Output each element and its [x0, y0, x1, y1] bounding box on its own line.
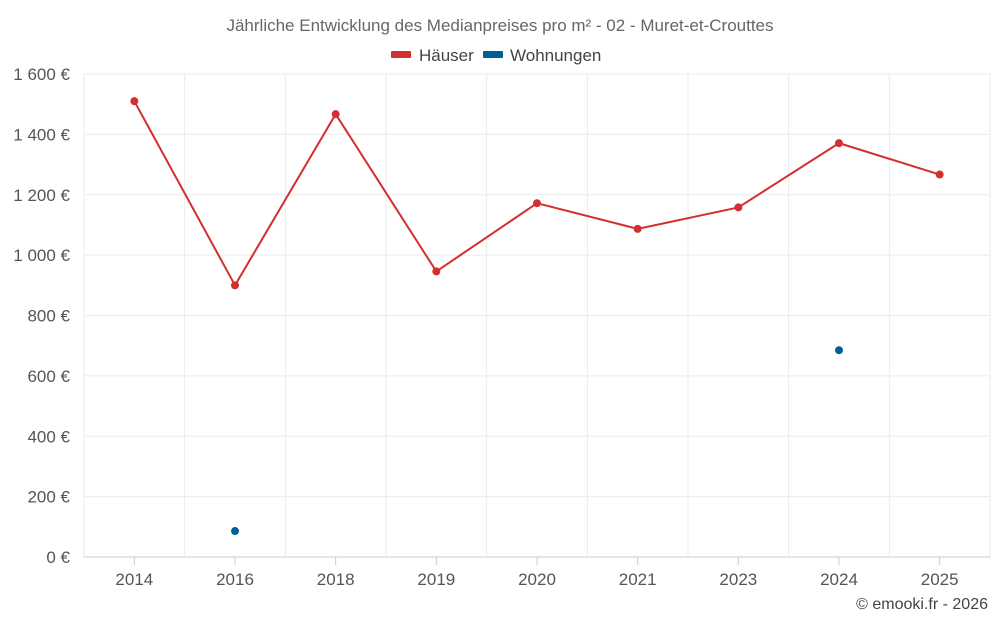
data-point-haeuser[interactable] — [633, 224, 642, 233]
legend-swatch-haeuser — [391, 51, 411, 58]
x-tick-label: 2023 — [719, 570, 757, 589]
gridlines — [83, 73, 991, 558]
y-tick-label: 800 € — [27, 307, 70, 326]
series-line-haeuser — [133, 100, 940, 287]
x-tick-label: 2018 — [317, 570, 355, 589]
x-tick-label: 2016 — [216, 570, 254, 589]
data-point-haeuser[interactable] — [935, 170, 944, 179]
legend-label-haeuser: Häuser — [419, 46, 474, 65]
x-tick-label: 2014 — [115, 570, 153, 589]
series-haeuser — [130, 97, 944, 290]
y-tick-label: 1 000 € — [13, 246, 70, 265]
x-tick-label: 2019 — [417, 570, 455, 589]
y-tick-label: 400 € — [27, 427, 70, 446]
y-tick-label: 0 € — [46, 548, 70, 567]
y-tick-label: 1 600 € — [13, 65, 70, 84]
y-tick-label: 1 200 € — [13, 186, 70, 205]
data-point-haeuser[interactable] — [432, 267, 441, 276]
y-axis: 0 € 200 € 400 € 600 € 800 € 1 000 € 1 200 € 1 4… — [13, 65, 70, 567]
series-layer — [130, 97, 944, 536]
data-point-haeuser[interactable] — [130, 97, 139, 106]
data-point-haeuser[interactable] — [734, 203, 743, 212]
x-tick-label: 2021 — [619, 570, 657, 589]
legend-swatch-wohnungen — [483, 51, 503, 58]
x-axis: 2014 2016 2018 2019 2020 2021 2023 2024 2025 — [115, 557, 959, 589]
credit-text: © emooki.fr - 2026 — [856, 596, 988, 613]
data-point-haeuser[interactable] — [533, 199, 541, 208]
y-tick-label: 200 € — [27, 488, 70, 507]
y-tick-label: 600 € — [27, 367, 70, 386]
x-tick-label: 2025 — [921, 570, 959, 589]
y-tick-label: 1 400 € — [13, 125, 70, 144]
data-point-wohnungen[interactable] — [231, 527, 239, 536]
data-point-wohnungen[interactable] — [835, 346, 843, 355]
data-point-haeuser[interactable] — [331, 110, 340, 119]
chart-title: Jährliche Entwicklung des Medianpreises … — [226, 16, 773, 35]
x-tick-label: 2024 — [820, 570, 858, 589]
data-point-haeuser[interactable] — [231, 281, 239, 290]
legend-item-haeuser[interactable]: Häuser — [391, 46, 474, 65]
x-tick-label: 2020 — [518, 570, 556, 589]
legend: Häuser Wohnungen — [391, 46, 601, 65]
series-wohnungen — [231, 346, 843, 536]
legend-item-wohnungen[interactable]: Wohnungen — [483, 46, 601, 65]
legend-label-wohnungen: Wohnungen — [510, 46, 601, 65]
data-point-haeuser[interactable] — [835, 139, 843, 148]
